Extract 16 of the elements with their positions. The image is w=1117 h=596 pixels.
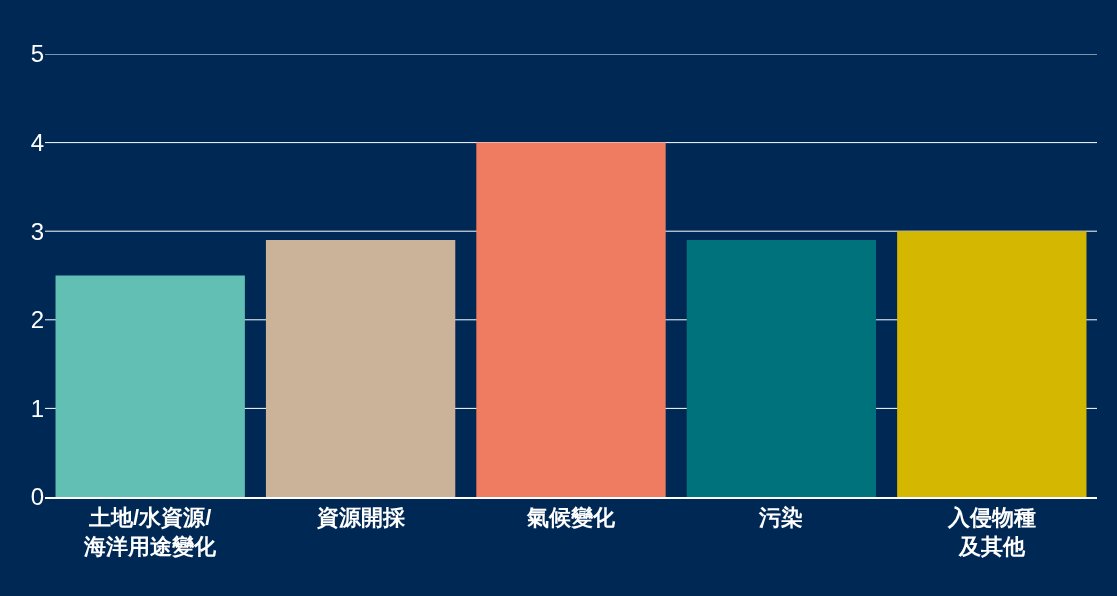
bar (476, 142, 666, 497)
bar (897, 231, 1087, 497)
x-tick-label: 入侵物種及其他 (946, 505, 1036, 559)
bar (686, 240, 877, 497)
y-tick-label: 1 (30, 394, 44, 422)
x-tick-label: 土地/水資源/海洋用途變化 (83, 505, 218, 559)
x-tick-label: 資源開採 (315, 505, 406, 531)
bar (265, 240, 456, 497)
y-tick-label: 5 (30, 40, 44, 68)
bar (55, 275, 245, 497)
x-tick-label: 氣候變化 (526, 505, 616, 531)
y-tick-label: 3 (30, 217, 44, 245)
x-tick-label: 污染 (758, 505, 804, 531)
y-tick-label: 2 (30, 306, 44, 334)
y-tick-label: 4 (30, 129, 44, 156)
y-tick-label: 0 (30, 483, 44, 511)
